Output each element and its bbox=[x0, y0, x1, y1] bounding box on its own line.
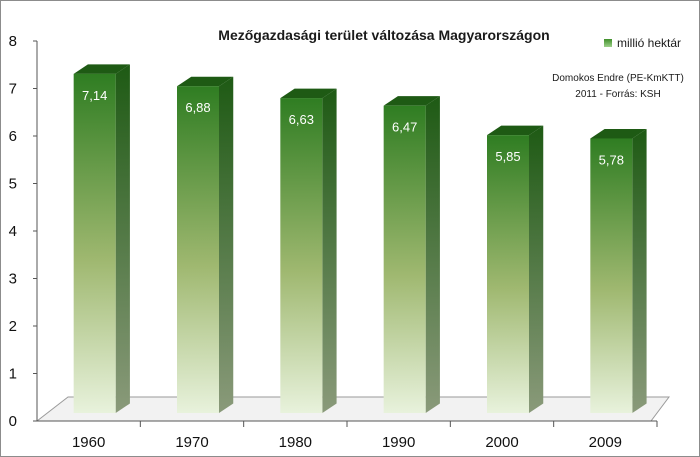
y-tick-label: 6 bbox=[9, 128, 17, 145]
legend: millió hektár bbox=[604, 36, 681, 50]
y-tick-label: 7 bbox=[9, 81, 17, 98]
data-label: 7,14 bbox=[82, 88, 107, 103]
data-label: 6,88 bbox=[185, 100, 210, 115]
bar-cap bbox=[487, 125, 544, 136]
data-label: 6,47 bbox=[392, 120, 417, 135]
bar-side bbox=[322, 88, 337, 413]
bar-1990: 6,47 bbox=[383, 96, 440, 414]
y-axis-ticks: 0 1 2 3 4 5 6 7 8 bbox=[9, 33, 37, 430]
bar-1970: 6,88 bbox=[177, 76, 234, 413]
bar-2000: 5,85 bbox=[487, 125, 544, 413]
x-category-label: 1990 bbox=[382, 434, 415, 451]
x-category-label: 2009 bbox=[589, 434, 622, 451]
bar-side bbox=[115, 64, 130, 413]
bar-side bbox=[425, 96, 440, 414]
bar-cap bbox=[383, 96, 440, 106]
y-tick-label: 8 bbox=[9, 33, 17, 50]
bar-cap bbox=[177, 76, 234, 87]
y-tick-label: 2 bbox=[9, 318, 17, 335]
data-label: 6,63 bbox=[289, 112, 314, 127]
annotation-source: 2011 - Forrás: KSH bbox=[575, 89, 660, 100]
bar-front bbox=[383, 105, 426, 414]
annotation-author: Domokos Endre (PE-KmKTT) bbox=[552, 73, 684, 84]
bar-1960: 7,14 bbox=[73, 64, 130, 413]
bar-cap bbox=[590, 128, 647, 139]
x-category-label: 2000 bbox=[485, 434, 518, 451]
floor-plane bbox=[35, 396, 670, 422]
bar-front bbox=[280, 98, 323, 413]
x-category-label: 1980 bbox=[279, 434, 312, 451]
legend-label: millió hektár bbox=[617, 36, 681, 50]
bar-front bbox=[590, 138, 633, 413]
source-annotation: Domokos Endre (PE-KmKTT) 2011 - Forrás: … bbox=[552, 73, 684, 100]
bar-front bbox=[73, 73, 116, 413]
y-tick-label: 4 bbox=[9, 223, 17, 240]
bar-cap bbox=[73, 64, 130, 74]
bar-1980: 6,63 bbox=[280, 88, 337, 413]
bar-side bbox=[529, 125, 544, 413]
y-tick-label: 0 bbox=[9, 413, 17, 430]
data-label: 5,78 bbox=[599, 152, 624, 167]
bar-side bbox=[632, 128, 647, 413]
bar-side bbox=[219, 76, 234, 413]
x-category-label: 1960 bbox=[72, 434, 105, 451]
y-tick-label: 1 bbox=[9, 366, 17, 383]
y-tick-label: 5 bbox=[9, 176, 17, 193]
bars: 7,14 6,88 6,63 6,47 5,85 5,78 bbox=[73, 64, 647, 414]
legend-marker bbox=[604, 39, 612, 47]
chart-floor bbox=[35, 396, 670, 422]
bar-cap bbox=[280, 88, 337, 99]
bar-front bbox=[177, 86, 219, 413]
y-tick-label: 3 bbox=[9, 271, 17, 288]
axes bbox=[36, 41, 657, 422]
chart-title: Mezőgazdasági terület változása Magyaror… bbox=[218, 27, 549, 43]
bar-front bbox=[487, 135, 529, 413]
x-category-label: 1970 bbox=[175, 434, 208, 451]
data-label: 5,85 bbox=[495, 149, 520, 164]
bar-2009: 5,78 bbox=[590, 128, 647, 413]
x-axis-categories: 1960 1970 1980 1990 2000 2009 bbox=[72, 421, 658, 451]
